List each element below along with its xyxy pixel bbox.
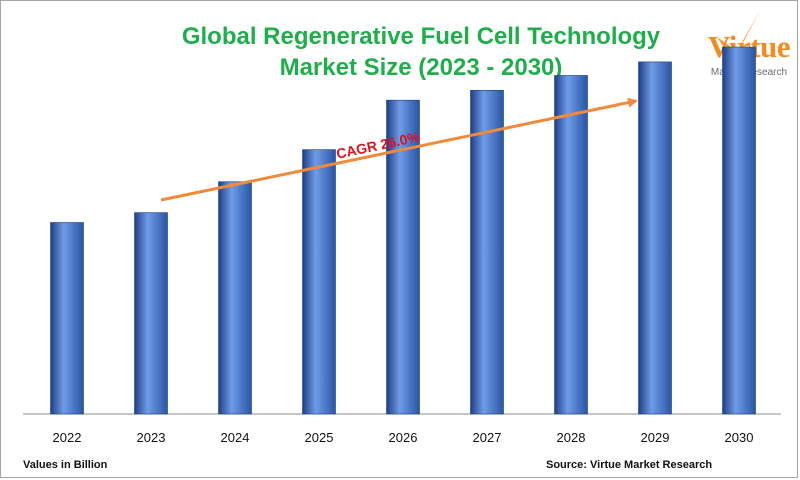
x-tick-label-2023: 2023 [137,430,166,445]
x-tick-label-2025: 2025 [305,430,334,445]
bar-2024 [218,181,252,415]
x-tick-label-2027: 2027 [473,430,502,445]
bar-2023 [134,212,168,415]
bar-2025 [302,149,336,415]
bar-2030 [722,46,756,415]
chart-title-line-1: Global Regenerative Fuel Cell Technology [181,23,661,50]
units-note: Values in Billion [23,459,108,471]
bar-2027 [470,90,504,415]
source-note: Source: Virtue Market Research [546,459,713,471]
cagr-trend-arrow [160,97,638,202]
chart-title: Global Regenerative Fuel Cell Technology… [161,21,681,83]
bar-2029 [638,61,672,415]
x-tick-label-2030: 2030 [725,430,754,445]
bar-2028 [554,75,588,415]
x-tick-label-2022: 2022 [53,430,82,445]
bars-group [50,46,756,415]
x-tick-label-2026: 2026 [389,430,418,445]
bar-2022 [50,222,84,415]
x-tick-label-2029: 2029 [641,430,670,445]
chart-title-line-2: Market Size (2023 - 2030) [279,54,563,81]
x-tick-label-2024: 2024 [221,430,250,445]
bar-2026 [386,99,420,415]
x-tick-label-2028: 2028 [557,430,586,445]
x-ticks-group: 2022 2023 2024 2025 2026 2027 2028 2029 2030 [53,430,754,445]
